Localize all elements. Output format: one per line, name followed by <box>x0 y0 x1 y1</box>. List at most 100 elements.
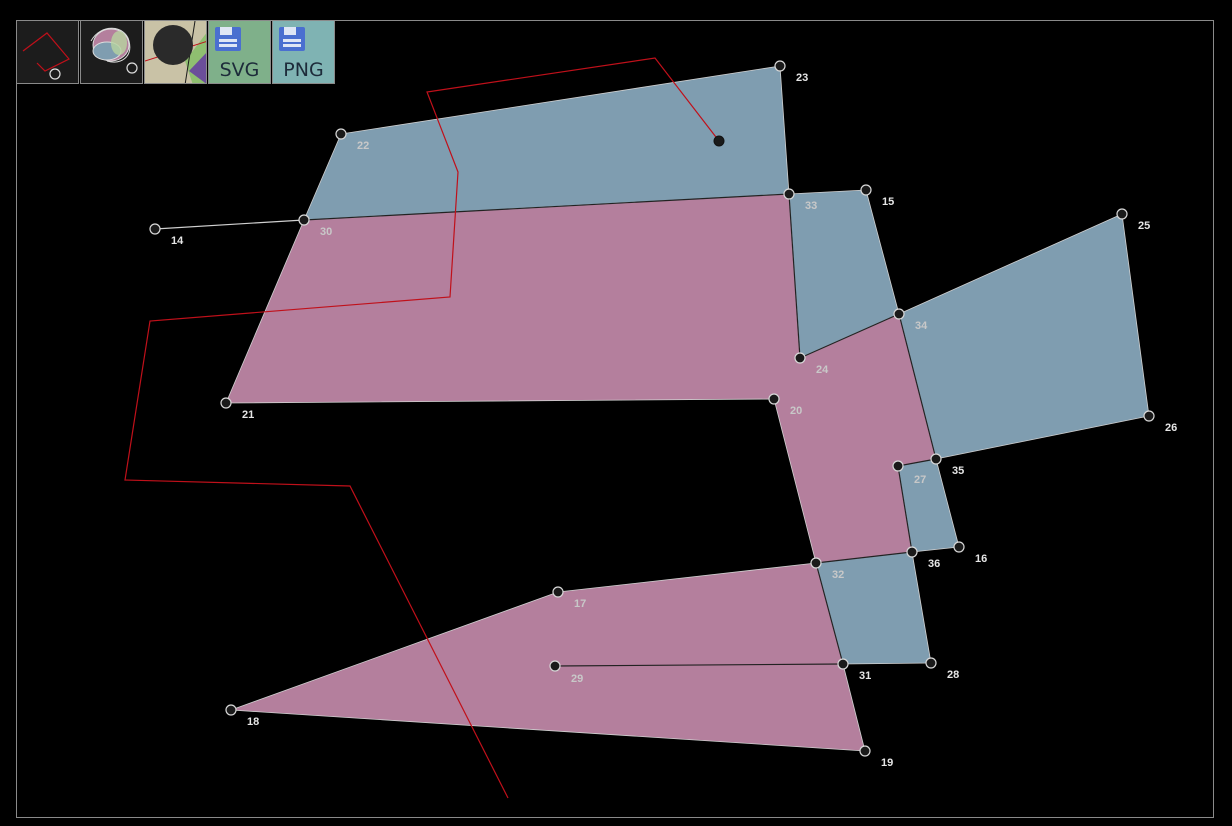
vertex-36[interactable]: 36 <box>906 546 940 570</box>
vertex-label: 26 <box>1165 422 1177 434</box>
vertex-26[interactable]: 26 <box>1143 410 1177 434</box>
vertex-25[interactable]: 25 <box>1116 208 1150 232</box>
vertex-label: 18 <box>247 716 259 728</box>
edge-14-30[interactable] <box>154 219 305 230</box>
vertices-layer: 14 15 16 17 18 19 20 21 22 23 24 25 26 27 28 29 30 31 32 33… <box>149 60 1177 769</box>
face-blue-right[interactable] <box>898 213 1150 460</box>
vertex-label: 28 <box>947 669 959 681</box>
vertex-label: 15 <box>882 196 894 208</box>
vertex-20[interactable]: 20 <box>768 393 802 417</box>
vertex-handle[interactable] <box>810 557 822 569</box>
seam-30-33 <box>303 193 790 221</box>
vertex-label: 22 <box>357 140 369 152</box>
seam-36-32 <box>815 551 913 564</box>
vertex-label: 36 <box>928 558 940 570</box>
floppy-disk-icon <box>215 27 241 51</box>
vertex-30[interactable]: 30 <box>298 214 332 238</box>
vertex-17[interactable]: 17 <box>552 586 586 610</box>
faces-layer <box>225 65 1150 752</box>
vertex-label: 20 <box>790 405 802 417</box>
vertex-24[interactable]: 24 <box>794 352 829 376</box>
fill-tool-button[interactable] <box>144 20 207 84</box>
seam-34-35 <box>898 313 937 460</box>
vertex-handle[interactable] <box>893 308 905 320</box>
vertex-label: 32 <box>832 569 844 581</box>
vertex-handle[interactable] <box>768 393 780 405</box>
brush-tool-button[interactable] <box>80 20 143 84</box>
vertex-handle[interactable] <box>925 657 937 669</box>
vertex-31[interactable]: 31 <box>837 658 871 682</box>
vertex-label: 35 <box>952 465 964 477</box>
vertex-27[interactable]: 27 <box>892 460 926 486</box>
vertex-label: 19 <box>881 757 893 769</box>
edge-29-31[interactable] <box>554 663 844 667</box>
vertex-34[interactable]: 34 <box>893 308 928 332</box>
red-path <box>124 57 720 799</box>
vertex-label: 31 <box>859 670 871 682</box>
vertex-handle[interactable] <box>892 460 904 472</box>
vertex-handle[interactable] <box>149 223 161 235</box>
edges-layer <box>154 193 937 667</box>
vertex-handle[interactable] <box>953 541 965 553</box>
seam-35-27 <box>897 458 937 467</box>
brush-tool-icon <box>90 27 138 74</box>
vertex-35[interactable]: 35 <box>930 453 964 477</box>
vertex-handle[interactable] <box>860 184 872 196</box>
vertex-label: 17 <box>574 598 586 610</box>
vertex-33[interactable]: 33 <box>783 188 817 212</box>
vertex-15[interactable]: 15 <box>860 184 894 208</box>
vertex-handle[interactable] <box>930 453 942 465</box>
save-svg-button[interactable]: SVG <box>208 20 271 84</box>
vertex-handle[interactable] <box>220 397 232 409</box>
vertex-label: 25 <box>1138 220 1150 232</box>
vertex-14[interactable]: 14 <box>149 223 184 247</box>
vertex-handle[interactable] <box>225 704 237 716</box>
vertex-29[interactable]: 29 <box>549 660 583 685</box>
vertex-label: 34 <box>915 320 928 332</box>
save-svg-label: SVG <box>219 59 260 81</box>
vertex-label: 21 <box>242 409 254 421</box>
vertex-21[interactable]: 21 <box>220 397 254 421</box>
vertex-label: 27 <box>914 474 926 486</box>
vertex-handle[interactable] <box>335 128 347 140</box>
vertex-32[interactable]: 32 <box>810 557 844 581</box>
vertex-label: 30 <box>320 226 332 238</box>
drawing-canvas[interactable] <box>16 20 1214 818</box>
vertex-22[interactable]: 22 <box>335 128 369 152</box>
seam-27-36 <box>897 465 913 553</box>
vertex-28[interactable]: 28 <box>925 657 959 681</box>
seam-32-31 <box>815 562 844 665</box>
vertex-18[interactable]: 18 <box>225 704 259 728</box>
face-pink-bottom[interactable] <box>230 562 866 752</box>
floppy-disk-icon <box>279 27 305 51</box>
vertex-handle[interactable] <box>552 586 564 598</box>
seam-33-24 <box>788 193 801 359</box>
toolbar: SVG PNG <box>16 20 336 84</box>
vertex-label: 24 <box>816 364 829 376</box>
vertex-label: 23 <box>796 72 808 84</box>
vertex-handle[interactable] <box>298 214 310 226</box>
vertex-23[interactable]: 23 <box>774 60 808 84</box>
vertex-handle[interactable] <box>794 352 806 364</box>
vertex-handle[interactable] <box>837 658 849 670</box>
save-png-button[interactable]: PNG <box>272 20 335 84</box>
vertex-handle[interactable] <box>1143 410 1155 422</box>
seam-24-34 <box>799 313 900 359</box>
vertex-handle[interactable] <box>1116 208 1128 220</box>
vertex-16[interactable]: 16 <box>953 541 987 565</box>
vertex-label: 14 <box>171 235 184 247</box>
vertex-handle[interactable] <box>783 188 795 200</box>
path-tool-icon <box>22 32 70 80</box>
path-end-point[interactable] <box>713 135 725 147</box>
vertex-label: 33 <box>805 200 817 212</box>
vertex-handle[interactable] <box>859 745 871 757</box>
vertex-handle[interactable] <box>774 60 786 72</box>
vertex-label: 29 <box>571 673 583 685</box>
vertex-handle[interactable] <box>906 546 918 558</box>
vertex-19[interactable]: 19 <box>859 745 893 769</box>
save-png-label: PNG <box>283 59 324 81</box>
vertex-label: 16 <box>975 553 987 565</box>
vertex-handle[interactable] <box>549 660 561 672</box>
path-tool-button[interactable] <box>16 20 79 84</box>
